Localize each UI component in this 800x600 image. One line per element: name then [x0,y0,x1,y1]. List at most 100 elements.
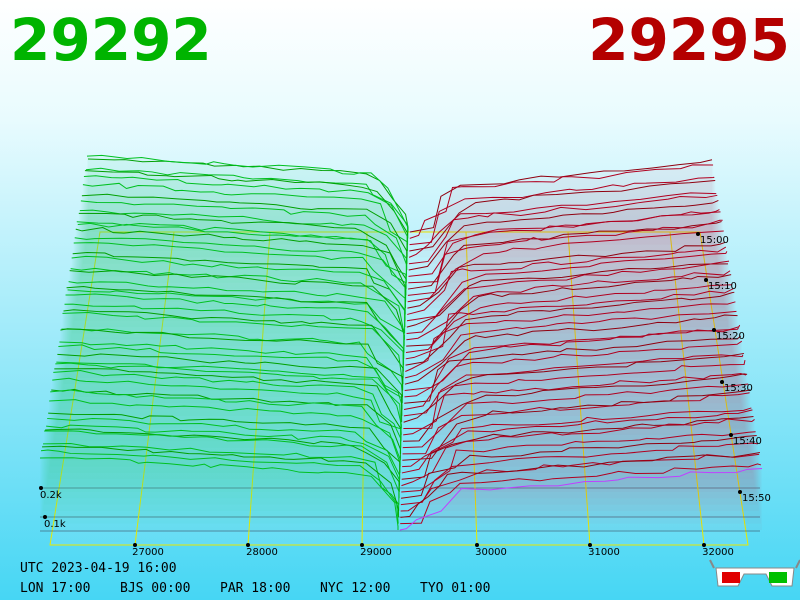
bid-curve [57,353,403,423]
ask-curve [402,373,748,442]
bid-curve [61,328,403,397]
bid-area [59,342,403,410]
bid-curve [69,270,405,347]
depth-tick [43,515,47,519]
price-tick [475,543,479,547]
clock: TYO 01:00 [420,581,490,596]
ask-curve [404,324,741,398]
ask-curve [403,340,743,411]
clock: BJS 00:00 [120,581,190,596]
price-grid-line [361,231,368,546]
depth-label: 0.2k [40,490,62,501]
ask-curve [407,230,724,303]
bid-curve [83,175,408,258]
bid-curve [48,412,401,480]
time-tick [704,278,708,282]
bid-curve [80,200,408,277]
ask-curve [402,389,751,461]
ask-curve [407,246,727,315]
time-tick [712,328,716,332]
ask-curve [403,352,744,423]
ask-curve [406,263,728,328]
ask-curve [406,274,732,347]
bid-area [53,370,401,448]
bid-area [88,158,408,232]
price-tick [246,543,250,547]
price-label: 29000 [360,547,392,558]
ask-curve [401,431,756,493]
time-label: 15:40 [733,436,762,447]
ask-curve [400,442,758,506]
clock: PAR 18:00 [220,581,290,596]
ask-curve [400,453,760,512]
price-tick [588,543,592,547]
bid-curve [45,428,400,499]
bid-curve [64,303,404,378]
ask-curve [406,270,731,341]
ask-curve [402,392,750,455]
ask-curve [406,251,728,322]
bid-area [56,362,402,429]
bid-area [77,223,406,296]
price-label: 28000 [246,547,278,558]
price-tick [133,543,137,547]
bid-area [44,430,399,505]
depth-label: 0.1k [44,519,66,530]
bid-area [78,213,407,290]
bid-area [41,450,399,524]
price-label: 31000 [588,547,620,558]
bid-area [50,390,401,467]
ask-curve [408,199,719,271]
bid-curve [79,209,407,283]
price-tick [702,543,706,547]
ask-curve [401,418,755,487]
time-label: 15:30 [724,383,753,394]
bid-curve [62,311,404,391]
bid-area [61,328,403,397]
ask-curve [403,354,744,417]
bid-curve [53,370,402,448]
ask-curve [405,284,733,353]
bid-area [79,210,407,283]
bid-curve [82,182,408,264]
price-grid-line [465,231,478,546]
3d-glasses-icon[interactable] [709,559,800,587]
price-label: 27000 [132,547,164,558]
bid-curve [56,361,402,429]
price-label: 32000 [702,547,734,558]
ask-curve [404,314,738,385]
ask-curve [407,219,723,296]
bid-curve [84,170,408,252]
ask-curve [399,468,763,531]
ask-curve [409,179,716,252]
bid-curve [58,344,403,416]
bid-price: 29292 [10,6,212,74]
ask-curve [405,288,734,360]
depth-curves [39,154,763,531]
ask-curve [408,211,721,284]
price-label: 30000 [475,547,507,558]
bid-curve [40,449,399,524]
bid-curve [43,442,400,511]
time-label: 15:50 [742,493,771,504]
bid-area [60,328,403,404]
bid-curve [63,309,404,385]
bid-curve [50,389,401,467]
price-grid-line [567,231,591,546]
bid-curve [46,424,400,492]
bid-curve [68,281,405,353]
bid-curve [52,377,402,454]
bid-area [66,286,404,366]
ask-curve [401,415,754,480]
clock: NYC 12:00 [320,581,390,596]
ask-curve [404,310,737,379]
ask-curve [401,409,753,474]
time-tick [729,433,733,437]
ask-curve [402,407,752,468]
bid-curve [75,227,406,309]
world-clocks: LON 17:00 BJS 00:00 PAR 18:00 NYC 12:00 TYO … [20,581,490,596]
time-label: 15:00 [700,235,729,246]
bid-curve [54,368,402,442]
